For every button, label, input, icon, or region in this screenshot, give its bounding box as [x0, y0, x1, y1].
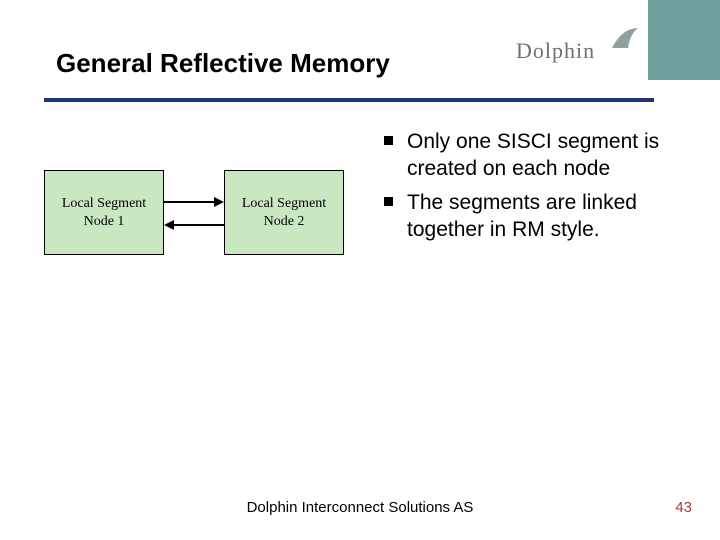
bullet-text: Only one SISCI segment is created on eac…	[407, 128, 668, 183]
logo-text: Dolphin	[516, 38, 595, 64]
dolphin-fin-icon	[610, 26, 640, 50]
title-rule	[44, 98, 654, 102]
bullet-text: The segments are linked together in RM s…	[407, 189, 668, 244]
bullet-item: Only one SISCI segment is created on eac…	[384, 128, 668, 183]
diagram-arrows	[164, 170, 224, 255]
arrows-icon	[164, 170, 224, 255]
bullet-item: The segments are linked together in RM s…	[384, 189, 668, 244]
node-label: Local Segment Node 1	[51, 195, 157, 230]
diagram-node-1: Local Segment Node 1	[44, 170, 164, 255]
square-bullet-icon	[384, 197, 393, 206]
side-accent-bar	[648, 0, 720, 80]
bullet-list: Only one SISCI segment is created on eac…	[384, 128, 668, 249]
dolphin-logo: Dolphin	[510, 20, 640, 70]
page-number: 43	[675, 499, 692, 516]
node-label: Local Segment Node 2	[231, 195, 337, 230]
slide: Dolphin General Reflective Memory Local …	[0, 0, 720, 540]
diagram-node-2: Local Segment Node 2	[224, 170, 344, 255]
slide-title: General Reflective Memory	[56, 48, 390, 79]
diagram-area: Local Segment Node 1 Local Segment Node …	[44, 140, 404, 320]
square-bullet-icon	[384, 136, 393, 145]
footer-text: Dolphin Interconnect Solutions AS	[0, 499, 720, 516]
